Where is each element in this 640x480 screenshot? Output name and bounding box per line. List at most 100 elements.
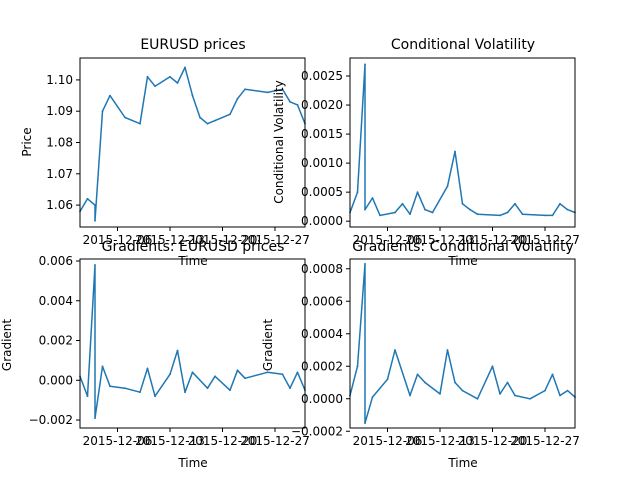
x-tick-label: 2015-12-27 [510,233,580,247]
data-point [409,213,411,216]
x-tick-label: 2015-12-20 [458,233,528,247]
data-point [416,373,419,376]
x-axis-label: Time [177,456,207,470]
data-point [529,397,531,400]
data-point [154,85,156,88]
panel-gradients-eurusd-prices: Gradients: EURUSD prices Gradient Time 2… [0,239,310,470]
data-point [101,110,104,113]
data-point [94,204,96,207]
y-tick-label: 1.10 [46,73,73,87]
data-point [559,394,561,397]
data-point [364,422,366,424]
data-point [124,116,126,119]
x-tick-label: 2015-12-20 [188,434,258,448]
x-tick-label: 2015-12-13 [405,233,475,247]
series-layer [349,263,576,424]
y-axis-label: Gradient [261,319,275,372]
data-point [386,378,389,381]
data-point [454,381,456,384]
y-tick-label: 0.0008 [301,262,343,276]
tick-layer: 2015-12-062015-12-132015-12-202015-12-27… [291,262,580,448]
y-tick-label: 0.000 [39,373,73,387]
data-point [281,88,284,91]
tick-layer: 2015-12-062015-12-132015-12-202015-12-27… [46,73,310,247]
data-point [431,211,434,214]
y-tick-label: 0.0004 [301,327,343,341]
y-tick-label: 0.002 [39,334,73,348]
data-point [499,393,501,395]
series-line [79,264,306,419]
x-tick-label: 2015-12-27 [240,434,310,448]
data-point [446,185,449,188]
data-point [229,113,231,116]
panel-gradients-conditional-volatility: Gradients: Conditional Volatility Gradie… [261,239,580,470]
series-line [349,63,576,217]
data-point [191,371,194,374]
series-layer [349,63,576,217]
data-point [214,119,216,122]
chart-title: Conditional Volatility [391,37,535,53]
data-point [236,97,239,100]
y-tick-label: 1.06 [46,198,73,212]
y-tick-label: −0.0002 [291,424,343,438]
data-point [244,377,246,380]
chart-title: Gradients: Conditional Volatility [352,239,574,255]
data-point [169,75,171,78]
data-point [364,263,366,265]
y-tick-label: 1.07 [46,167,73,181]
x-tick-label: 2015-12-06 [83,233,153,247]
data-point [94,417,96,419]
data-point [244,88,246,91]
y-tick-label: 0.0025 [301,69,343,83]
x-tick-label: 2015-12-06 [83,434,153,448]
data-point [184,391,186,394]
x-tick-label: 2015-12-20 [458,434,528,448]
x-tick-label: 2015-12-13 [135,233,205,247]
y-tick-label: −0.002 [29,413,73,427]
data-point [521,213,524,216]
y-tick-label: 1.09 [46,104,73,118]
panel-eurusd-prices: EURUSD prices Price Time 2015-12-062015-… [20,37,310,268]
data-point [169,373,171,376]
chart-title: Gradients: EURUSD prices [102,239,285,255]
x-tick-label: 2015-12-06 [353,233,423,247]
data-point [236,369,239,372]
plot-frame [79,57,306,228]
data-point [551,373,554,376]
data-point [506,381,509,384]
x-tick-label: 2015-12-13 [135,434,205,448]
data-point [296,104,299,106]
data-point [281,373,284,376]
data-point [506,211,509,214]
x-tick-label: 2015-12-13 [405,434,475,448]
data-point [146,367,149,370]
data-point [371,197,374,199]
plot-frame [349,258,576,429]
data-point [566,208,569,211]
data-point [461,202,464,205]
data-point [454,150,456,153]
y-tick-label: 0.0002 [301,359,343,373]
data-point [214,375,216,378]
data-point [401,202,404,205]
data-point [566,389,569,392]
plot-frame [79,258,306,429]
y-tick-label: 0.0000 [301,392,343,406]
data-point [379,214,381,217]
x-tick-label: 2015-12-20 [188,233,258,247]
data-point [416,191,419,194]
y-axis-label: Price [20,127,34,156]
data-point [544,389,546,392]
y-axis-label: Gradient [0,319,14,372]
data-point [184,66,186,69]
data-point [154,395,156,398]
x-axis-label: Time [447,456,477,470]
data-point [409,394,411,397]
data-point [146,75,149,78]
data-point [266,371,269,374]
data-point [514,202,516,205]
data-point [109,385,111,388]
data-point [229,389,231,392]
